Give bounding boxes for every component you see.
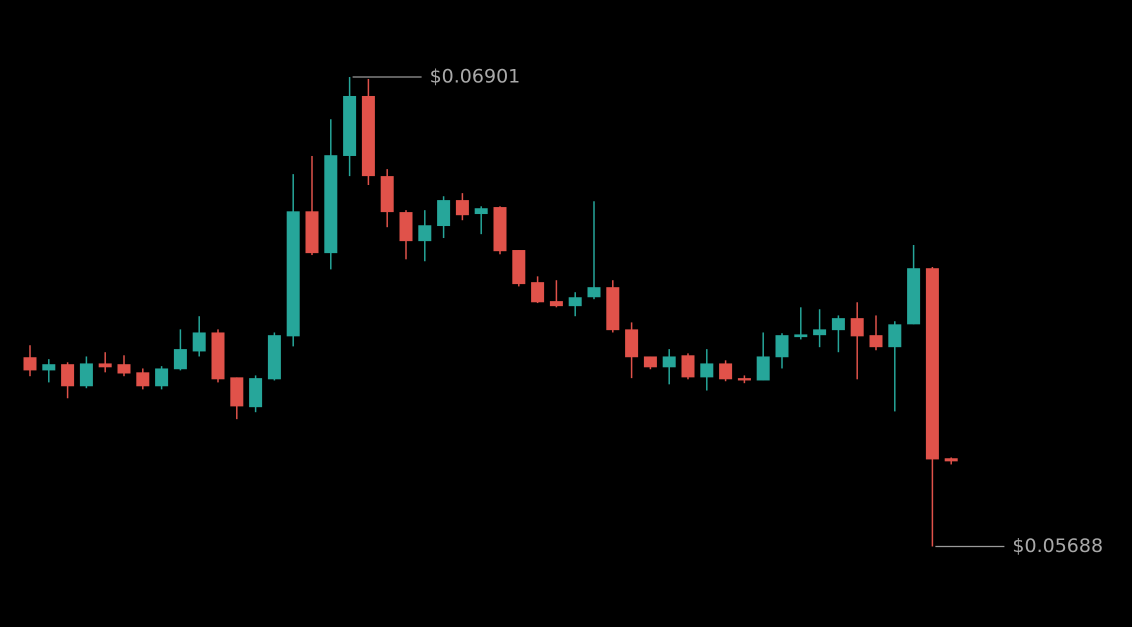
candle-body xyxy=(380,176,394,213)
candle-body xyxy=(587,287,601,298)
candle-body xyxy=(719,363,733,380)
candle-body xyxy=(305,211,319,254)
candle-body xyxy=(437,200,451,227)
candle-body xyxy=(531,282,545,303)
candle-body xyxy=(23,357,37,371)
candle-body xyxy=(343,95,357,156)
candle-body xyxy=(361,95,375,177)
candle-body xyxy=(211,332,225,380)
candle-body xyxy=(606,287,620,331)
candle-body xyxy=(549,301,563,307)
candle-body xyxy=(662,356,676,368)
candle-body xyxy=(775,335,789,358)
candle-body xyxy=(192,332,206,352)
candle-body xyxy=(455,200,469,216)
candle-body xyxy=(267,335,281,380)
candle-body xyxy=(888,324,902,348)
candle-body xyxy=(625,329,639,358)
candle-body xyxy=(925,268,939,460)
candle-body xyxy=(831,318,845,331)
candle-body xyxy=(173,349,187,370)
candle-body xyxy=(230,377,244,407)
candle-body xyxy=(418,225,432,242)
candle-body xyxy=(907,268,921,325)
candle-body xyxy=(512,250,526,285)
annotation-label: $0.05688 xyxy=(1012,535,1103,557)
candle-body xyxy=(117,364,131,374)
candle-body xyxy=(474,208,488,215)
candle-body xyxy=(850,318,864,337)
candle-body xyxy=(737,378,751,381)
candle-body xyxy=(136,372,150,387)
candle-body xyxy=(944,458,958,462)
candle-body xyxy=(756,356,770,381)
candle-body xyxy=(700,363,714,378)
candle-body xyxy=(493,207,507,252)
candle-body xyxy=(794,334,808,338)
candle-body xyxy=(813,329,827,336)
candle-body xyxy=(61,364,75,387)
candle-body xyxy=(98,363,112,368)
candle-body xyxy=(79,363,93,387)
candle-body xyxy=(568,297,582,307)
candle-body xyxy=(155,368,169,387)
candle-body xyxy=(681,355,695,378)
candle-body xyxy=(399,212,413,242)
candle-body xyxy=(643,356,657,368)
annotation-label: $0.06901 xyxy=(430,66,521,88)
candle-body xyxy=(249,378,263,408)
candle-body xyxy=(324,155,338,254)
candle-body xyxy=(42,364,56,371)
candle-body xyxy=(286,211,300,337)
candle-body xyxy=(869,335,883,348)
